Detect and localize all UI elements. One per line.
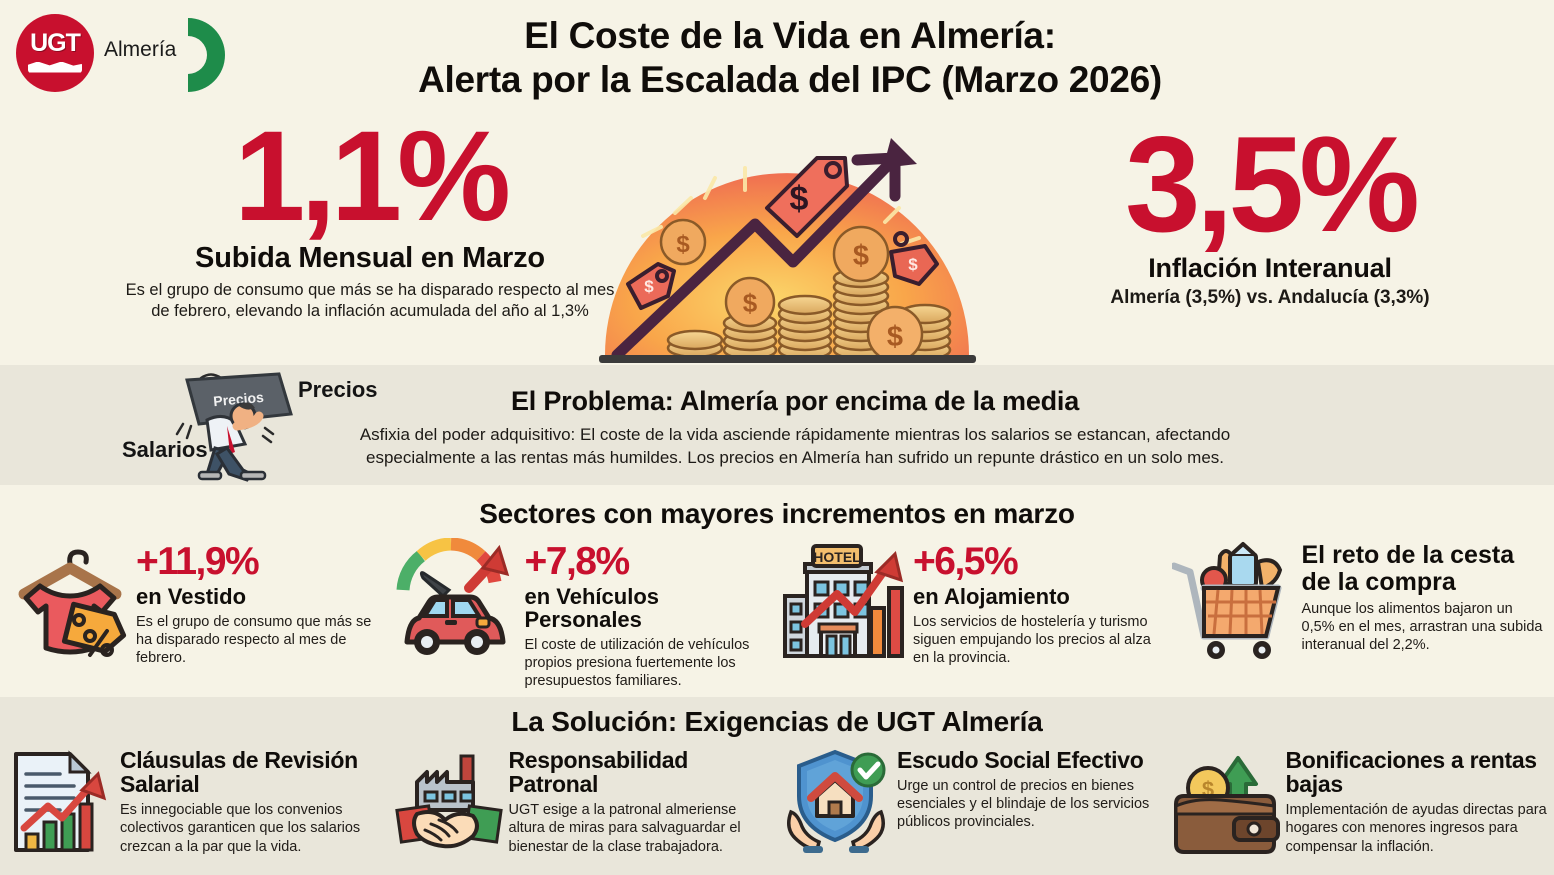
- sector-pct: +11,9%: [136, 540, 260, 583]
- sector-pct: +7,8%: [524, 540, 631, 583]
- solution-card-body: Responsabilidad Patronal UGT esige a la …: [505, 748, 772, 856]
- sector-card-body: +11,9% en Vestido Es el grupo de consumo…: [134, 538, 383, 667]
- stat-monthly-note: Es el grupo de consumo que más se ha dis…: [125, 280, 615, 321]
- solution-card-escudo: Escudo Social Efectivo Urge un control d…: [777, 748, 1166, 873]
- problem-paragraph-line-1: Asfixia del poder adquisitivo: El coste …: [359, 425, 1231, 444]
- stat-annual-note: Almería (3,5%) vs. Andalucía (3,3%): [1110, 287, 1430, 309]
- solution-card-body: Bonificaciones a rentas bajas Implementa…: [1282, 748, 1549, 856]
- problem-paragraph-line-2: especialmente a las rentas más humildes.…: [365, 447, 1225, 467]
- sector-card-vehiculos: +7,8% en Vehículos Personales El coste d…: [389, 538, 778, 693]
- sector-card-body: El reto de la cesta de la compra Aunque …: [1300, 538, 1549, 654]
- svg-text:HOTEL: HOTEL: [813, 549, 861, 565]
- stat-monthly-value: 1,1%: [234, 105, 511, 248]
- title-line-1: El Coste de la Vida en Almería:: [524, 15, 1056, 56]
- svg-text:$: $: [676, 231, 690, 258]
- ugt-logo-text: UGT: [30, 28, 81, 57]
- stat-annual-value: 3,5%: [1125, 108, 1420, 260]
- stat-annual-title: Inflación Interanual: [1148, 253, 1392, 284]
- solution-card-body: Escudo Social Efectivo Urge un control d…: [893, 748, 1160, 832]
- solution-band: [0, 697, 1554, 875]
- worker-carrying-prices-box-icon: Precios: [175, 372, 293, 482]
- stat-monthly-rise: 1,1% Subida Mensual en Marzo Es el grupo…: [110, 105, 630, 322]
- problem-paragraph: Asfixia del poder adquisitivo: El coste …: [320, 424, 1270, 470]
- logo-area: UGT Almería: [12, 8, 242, 98]
- sector-card-vestido: +11,9% en Vestido Es el grupo de consumo…: [0, 538, 389, 693]
- solution-text: Es innegociable que los convenios colect…: [120, 802, 361, 855]
- svg-text:$: $: [743, 288, 758, 318]
- sector-text: Los servicios de hostelería y turismo si…: [913, 614, 1151, 667]
- sector-card-body: +6,5% en Alojamiento Los servicios de ho…: [911, 538, 1160, 667]
- solution-text: Urge un control de precios en bienes ese…: [897, 778, 1150, 831]
- solution-card-body: Cláusulas de Revisión Salarial Es innego…: [116, 748, 383, 856]
- sector-pct: +6,5%: [913, 540, 1019, 583]
- sectors-band: [0, 485, 1554, 697]
- andalusia-arc-icon: [188, 18, 225, 92]
- solution-card-list: Cláusulas de Revisión Salarial Es innego…: [0, 748, 1554, 873]
- svg-text:$: $: [644, 277, 654, 296]
- solution-card-bonificaciones: $ Bonificaciones a rentas bajas Implemen…: [1166, 748, 1554, 873]
- solution-card-responsabilidad: Responsabilidad Patronal UGT esige a la …: [389, 748, 778, 873]
- sectors-card-list: +11,9% en Vestido Es el grupo de consumo…: [0, 538, 1554, 693]
- shield-house-check-icon: [787, 749, 886, 853]
- solution-heading: La Solución: Exigencias de UGT Almería: [511, 706, 1043, 737]
- document-growth-chart-icon: [14, 750, 107, 852]
- hotel-building-chart-icon: HOTEL: [783, 544, 904, 658]
- svg-text:$: $: [908, 255, 918, 274]
- title-line-2: Alerta por la Escalada del IPC (Marzo 20…: [418, 58, 1162, 100]
- solution-title: Responsabilidad Patronal: [508, 747, 689, 798]
- stat-monthly-title: Subida Mensual en Marzo: [195, 241, 545, 274]
- label-precios: Precios: [298, 377, 378, 402]
- sector-title: en Alojamiento: [913, 584, 1070, 609]
- clothing-hanger-tag-icon: [18, 549, 127, 657]
- sector-text: Aunque los alimentos bajaron un 0,5% en …: [1301, 601, 1543, 654]
- sector-card-body: +7,8% en Vehículos Personales El coste d…: [523, 538, 772, 691]
- sector-card-alojamiento: HOTEL +6,5% en Alojamiento Los servicio: [777, 538, 1166, 693]
- solution-title: Escudo Social Efectivo: [897, 747, 1144, 773]
- solution-text: UGT esige a la patronal almeriense altur…: [508, 802, 741, 855]
- solution-text: Implementación de ayudas directas para h…: [1285, 802, 1547, 855]
- page-title: El Coste de la Vida en Almería: Alerta p…: [290, 14, 1290, 101]
- logo-subtitle: Almería: [104, 38, 177, 61]
- handshake-icon: [28, 59, 82, 76]
- wallet-coin-arrow-icon: $: [1173, 756, 1280, 854]
- sectors-heading: Sectores con mayores incrementos en marz…: [479, 498, 1075, 529]
- svg-text:$: $: [853, 240, 869, 272]
- solution-title: Cláusulas de Revisión Salarial: [120, 747, 358, 798]
- handshake-factory-icon: [394, 754, 503, 849]
- svg-text:$: $: [887, 321, 903, 353]
- inflation-chart-coins-icon: $ $ $: [599, 138, 976, 363]
- shopping-cart-groceries-icon: [1171, 542, 1282, 659]
- solution-title: Bonificaciones a rentas bajas: [1285, 747, 1538, 798]
- ugt-logo-icon: UGT: [16, 14, 94, 92]
- sector-card-cesta: El reto de la cesta de la compra Aunque …: [1166, 538, 1554, 693]
- car-gauge-icon: [396, 538, 509, 655]
- svg-text:$: $: [790, 180, 809, 218]
- sector-title: El reto de la cesta de la compra: [1301, 541, 1515, 596]
- solution-card-clausulas: Cláusulas de Revisión Salarial Es innego…: [0, 748, 389, 873]
- sector-text: Es el grupo de consumo que más se ha dis…: [136, 614, 372, 667]
- problem-heading: El Problema: Almería por encima de la me…: [510, 386, 1080, 416]
- label-salarios: Salarios: [122, 437, 208, 462]
- problem-text-block: El Problema: Almería por encima de la me…: [320, 386, 1270, 470]
- stat-annual-inflation: 3,5% Inflación Interanual Almería (3,5%)…: [1000, 108, 1540, 311]
- sector-text: El coste de utilización de vehículos pro…: [524, 637, 750, 690]
- sector-title: en Vehículos Personales: [524, 584, 660, 633]
- sector-title: en Vestido: [136, 584, 247, 609]
